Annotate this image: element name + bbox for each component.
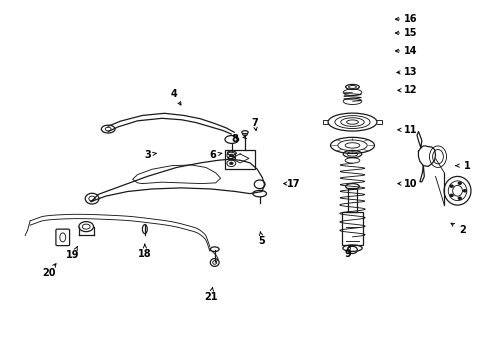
Text: 3: 3 bbox=[144, 150, 150, 160]
Text: 8: 8 bbox=[232, 134, 239, 144]
Circle shape bbox=[450, 194, 453, 197]
Circle shape bbox=[450, 185, 453, 187]
Circle shape bbox=[464, 190, 466, 192]
Text: 10: 10 bbox=[404, 179, 418, 189]
Text: 2: 2 bbox=[459, 225, 466, 235]
Text: 18: 18 bbox=[138, 248, 151, 258]
Text: 20: 20 bbox=[42, 268, 55, 278]
Text: 9: 9 bbox=[344, 248, 351, 258]
Text: 14: 14 bbox=[404, 46, 418, 56]
Circle shape bbox=[458, 197, 461, 199]
Bar bbox=[342, 212, 363, 244]
Circle shape bbox=[229, 154, 233, 157]
Circle shape bbox=[229, 162, 233, 165]
Bar bbox=[225, 149, 255, 169]
Text: 6: 6 bbox=[210, 150, 217, 160]
Text: 5: 5 bbox=[259, 236, 266, 246]
Text: 19: 19 bbox=[66, 250, 80, 260]
Text: 11: 11 bbox=[404, 125, 418, 135]
Text: 21: 21 bbox=[204, 292, 218, 302]
Text: 13: 13 bbox=[404, 67, 418, 77]
Bar bbox=[348, 188, 357, 212]
Text: 1: 1 bbox=[464, 161, 471, 171]
Text: 4: 4 bbox=[171, 89, 177, 99]
Text: 16: 16 bbox=[404, 14, 418, 24]
Text: 7: 7 bbox=[251, 118, 258, 128]
Circle shape bbox=[458, 182, 461, 184]
Text: 17: 17 bbox=[287, 179, 300, 189]
Text: 15: 15 bbox=[404, 28, 418, 38]
Text: 12: 12 bbox=[404, 85, 418, 95]
